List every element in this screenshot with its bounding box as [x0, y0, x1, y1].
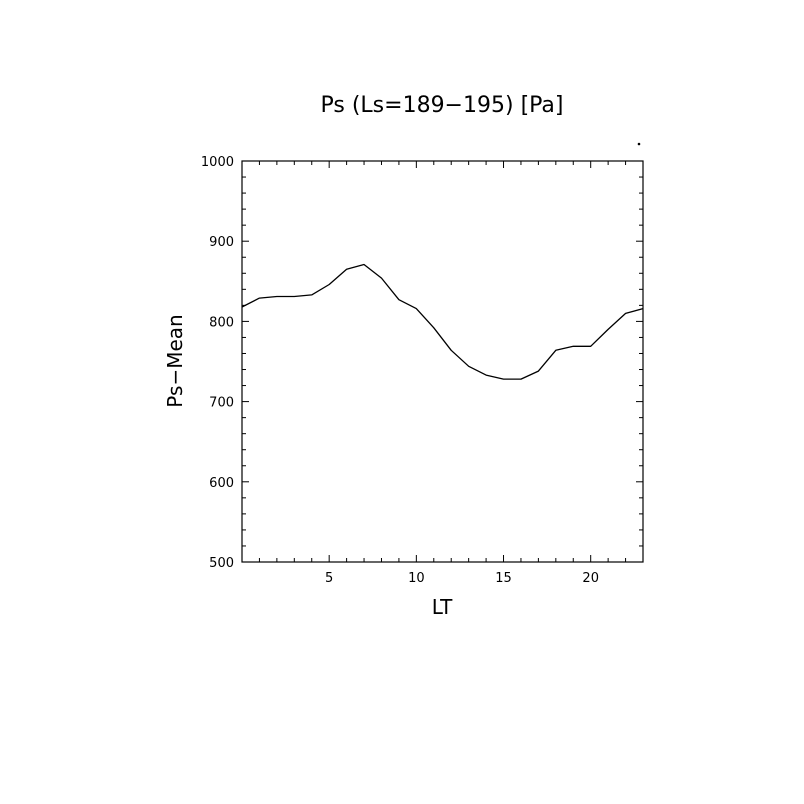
axis-ticks	[241, 160, 644, 563]
tick-labels: 5 10 15 20 500 600 700 800 900 1000	[201, 155, 599, 586]
y-tick-label: 800	[209, 315, 234, 330]
x-axis-label: LT	[432, 595, 453, 619]
series-layer	[241, 263, 644, 380]
y-tick-label: 1000	[201, 155, 234, 170]
series-line	[241, 263, 644, 380]
plot-frame	[241, 160, 644, 563]
chart-title: Ps (Ls=189−195) [Pa]	[321, 93, 564, 118]
y-tick-label: 900	[209, 235, 234, 250]
x-tick-label: 15	[495, 571, 512, 586]
y-tick-label: 600	[209, 476, 234, 491]
y-tick-label: 700	[209, 396, 234, 411]
y-axis-label: Ps−Mean	[163, 314, 187, 407]
x-tick-label: 20	[582, 571, 599, 586]
x-tick-label: 10	[408, 571, 425, 586]
y-tick-label: 500	[209, 556, 234, 571]
corner-dot-marker	[637, 142, 641, 146]
x-tick-label: 5	[325, 571, 333, 586]
